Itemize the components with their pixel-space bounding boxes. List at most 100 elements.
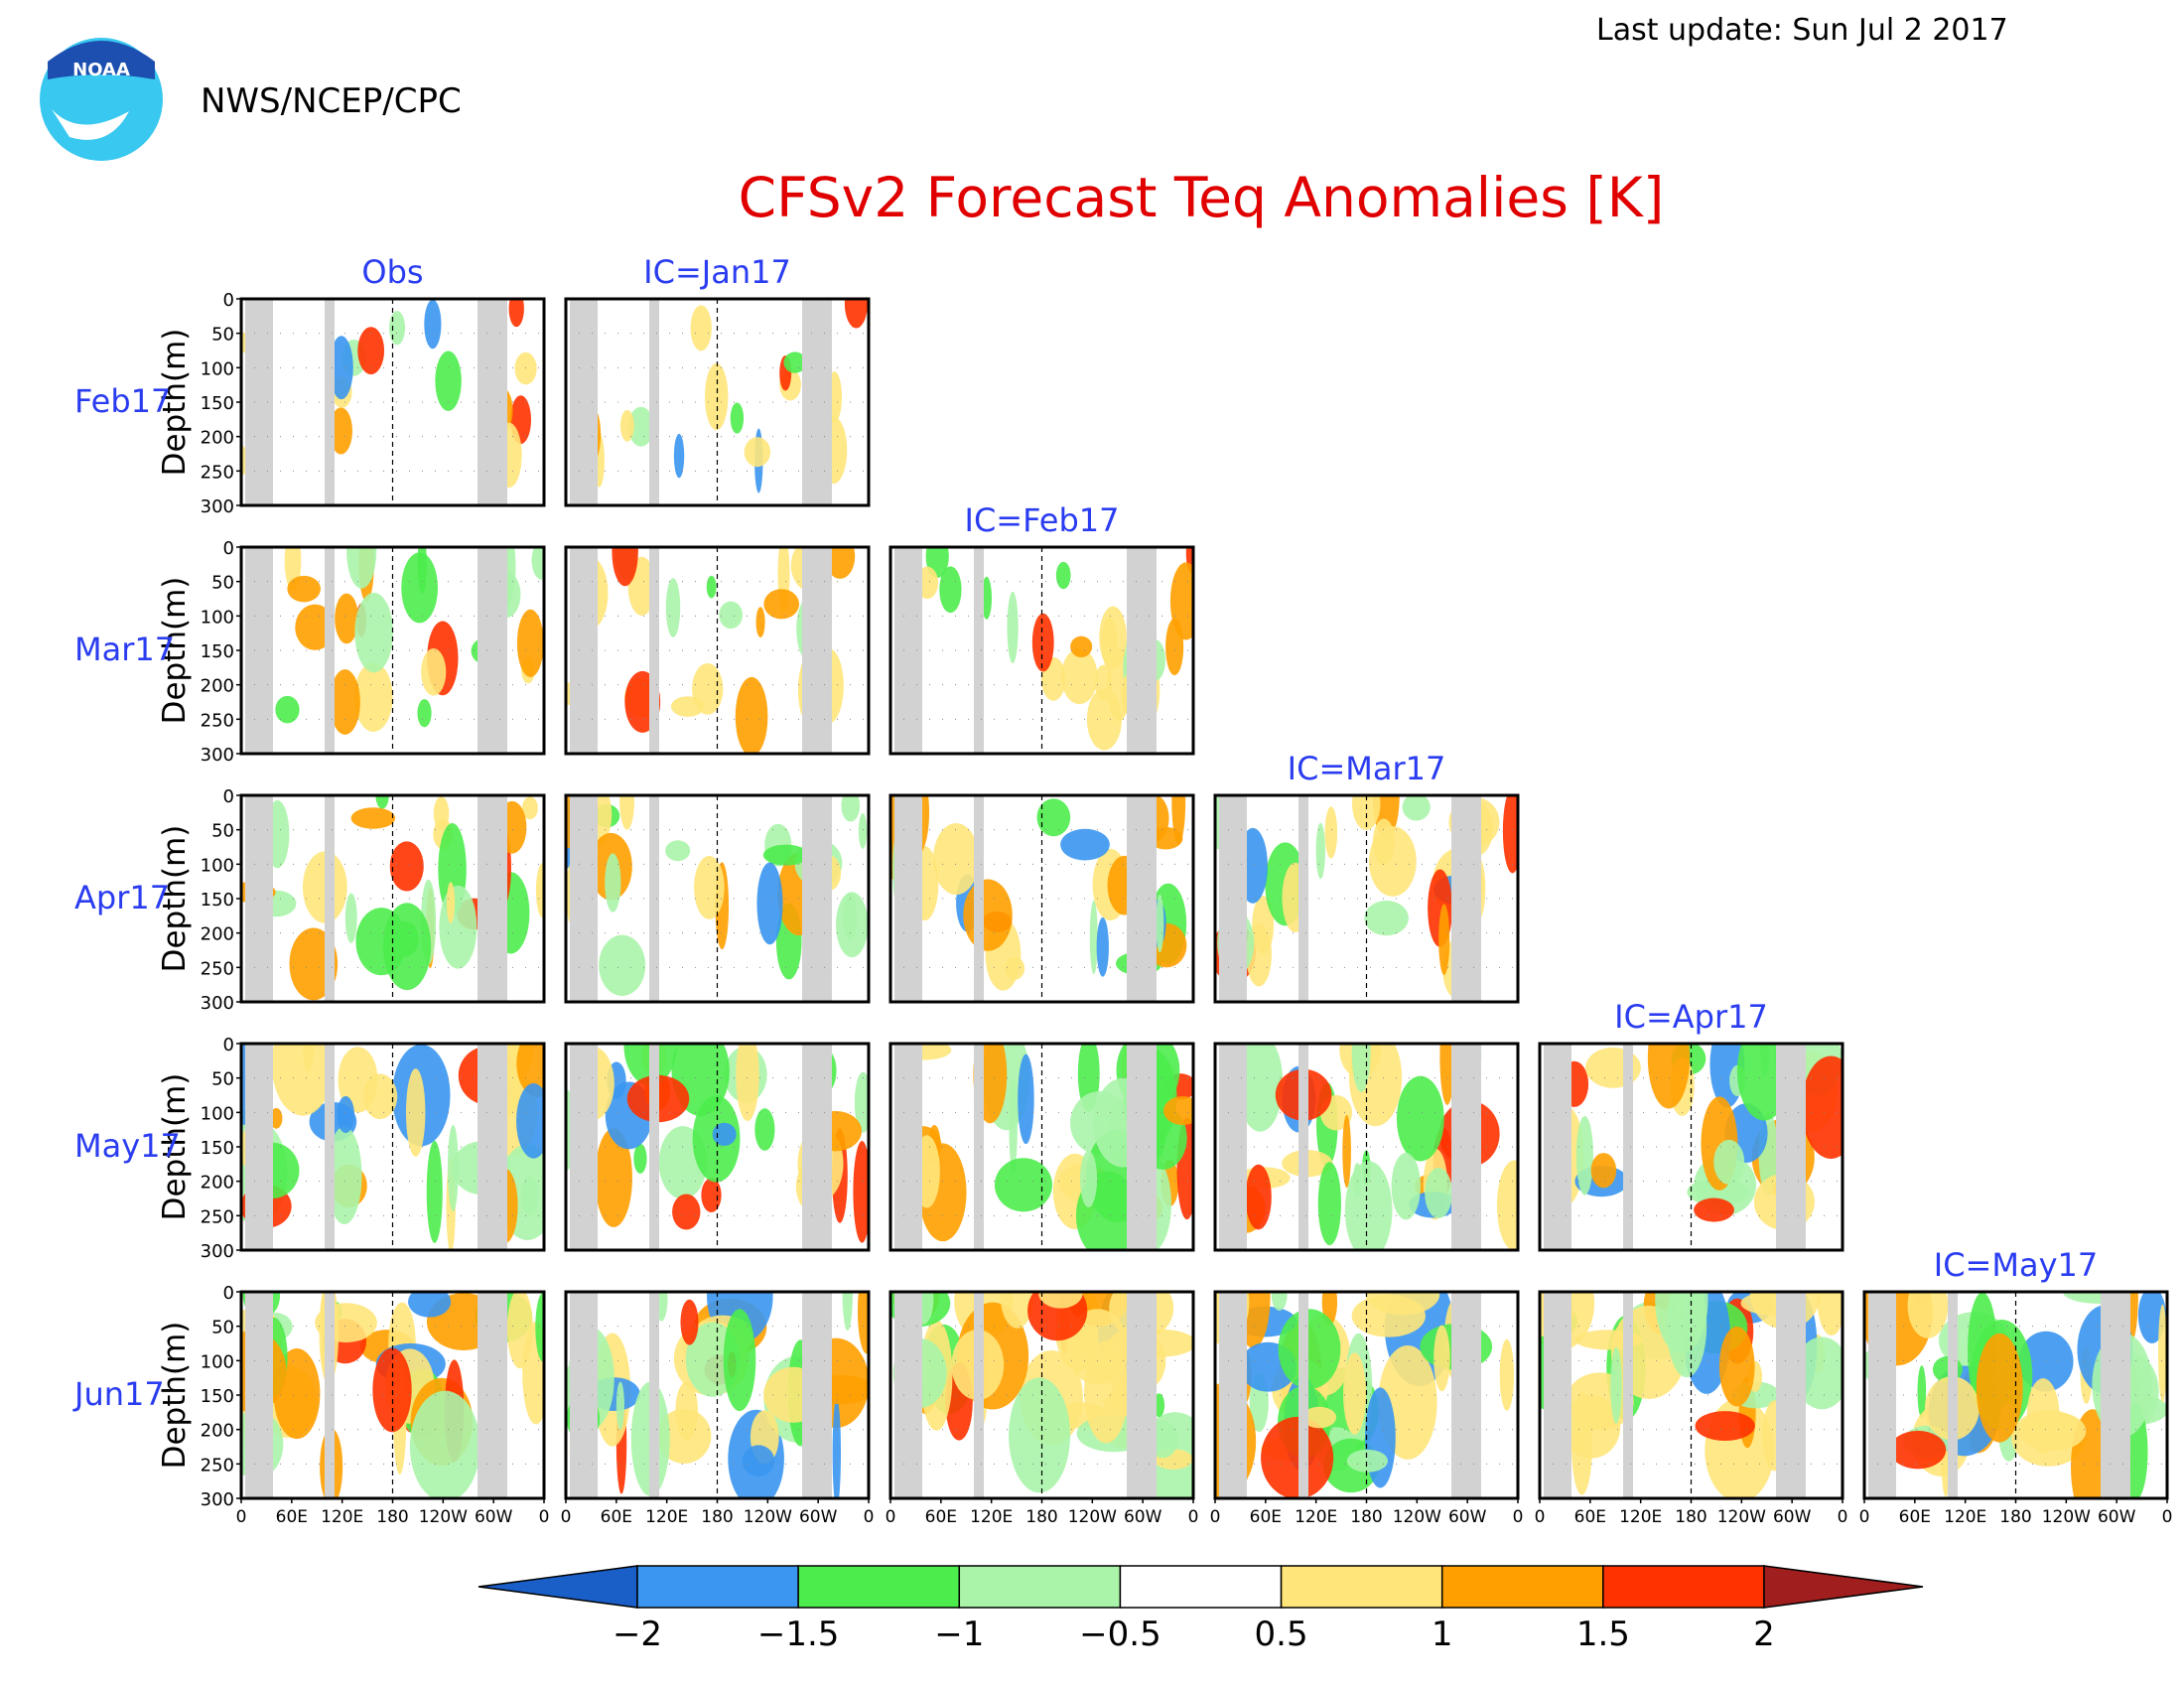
anomaly-contour	[1433, 1325, 1450, 1392]
anomaly-contour	[344, 893, 357, 943]
anomaly-contour	[516, 1044, 544, 1097]
anomaly-contour	[1346, 1449, 1389, 1473]
anomaly-contour	[1278, 1309, 1341, 1390]
anomaly-contour	[1372, 818, 1396, 866]
panel-frame	[1538, 1042, 1844, 1252]
y-tick-label: 200	[201, 1173, 234, 1194]
anomaly-contour	[858, 812, 868, 849]
x-tick-label: 120E	[645, 1507, 688, 1527]
anomaly-contour	[615, 1381, 624, 1430]
colorbar-swatch	[1280, 1565, 1443, 1609]
panel-frame	[564, 545, 871, 756]
anomaly-contour	[1156, 894, 1164, 953]
anomaly-contour	[1917, 1365, 1927, 1419]
anomaly-contour	[836, 892, 869, 958]
anomaly-contour	[1655, 1292, 1708, 1354]
anomaly-contour	[1976, 1333, 2023, 1443]
anomaly-contour	[672, 1194, 701, 1230]
depth-section-panel: 0 60E 120E 180 120W 60W 0	[886, 1290, 1198, 1527]
anomaly-contour	[372, 1347, 412, 1433]
x-tick-label: 120E	[1944, 1507, 1986, 1527]
anomaly-contour	[1009, 1076, 1018, 1173]
depth-section-panel: IC=Mar17	[1213, 750, 1520, 1004]
row-label: Feb17	[74, 382, 171, 420]
depth-section-panel	[564, 1042, 871, 1252]
land-mask	[1776, 1044, 1806, 1250]
land-mask	[974, 1044, 984, 1250]
x-tick-label: 0	[1535, 1507, 1546, 1527]
land-mask	[894, 1292, 922, 1498]
colorbar-label: 2	[1753, 1615, 1775, 1654]
anomaly-contour	[1391, 1152, 1421, 1220]
land-mask	[325, 795, 335, 1002]
land-mask	[570, 1044, 598, 1250]
anomaly-contour	[665, 840, 691, 862]
land-mask	[894, 547, 922, 754]
row-label: Mar17	[74, 631, 175, 668]
y-tick-label: 300	[201, 1241, 234, 1262]
anomaly-contour	[2157, 1304, 2167, 1403]
anomaly-contour	[1261, 1416, 1334, 1498]
y-tick-label: 150	[201, 1386, 234, 1407]
anomaly-contour	[744, 437, 771, 468]
anomaly-contour	[1169, 562, 1193, 640]
land-mask	[478, 795, 507, 1002]
x-tick-label: 180	[376, 1507, 408, 1527]
anomaly-contour	[1889, 1430, 1947, 1470]
land-mask	[1544, 1292, 1571, 1498]
x-tick-label: 120E	[1619, 1507, 1662, 1527]
panel-frame	[888, 1042, 1195, 1252]
anomaly-contour	[388, 311, 406, 346]
anomaly-contour	[763, 589, 800, 620]
land-mask	[570, 795, 598, 1002]
x-tick-label: 60W	[1448, 1507, 1487, 1527]
anomaly-contour	[1079, 1150, 1098, 1207]
x-tick-label: 120E	[1295, 1507, 1337, 1527]
x-tick-label: 0	[1513, 1507, 1524, 1527]
anomaly-contour	[1009, 1377, 1071, 1493]
anomaly-contour	[271, 1044, 335, 1116]
anomaly-contour	[1351, 1044, 1371, 1092]
colorbar-swatch	[1119, 1565, 1283, 1609]
land-mask	[649, 1292, 659, 1498]
y-tick-label: 250	[201, 710, 234, 731]
panel-frame	[1213, 1042, 1520, 1252]
anomaly-contour	[424, 299, 442, 350]
panel-frame	[564, 793, 871, 1004]
anomaly-contour	[1315, 822, 1325, 880]
y-tick-label: 100	[201, 1351, 234, 1372]
land-mask	[974, 795, 984, 1002]
x-tick-label: 60E	[601, 1507, 632, 1527]
anomaly-contour	[1351, 795, 1381, 830]
land-mask	[974, 1292, 984, 1498]
anomaly-contour	[1687, 1178, 1749, 1206]
anomaly-contour	[1301, 1406, 1337, 1429]
anomaly-contour	[633, 1143, 647, 1174]
anomaly-contour	[857, 1292, 869, 1354]
anomaly-contour	[595, 1128, 632, 1227]
y-tick-label: 300	[201, 993, 234, 1014]
anomaly-contour	[1439, 1044, 1455, 1105]
anomaly-contour	[327, 1126, 362, 1225]
anomaly-contour	[755, 607, 765, 637]
anomaly-contour	[619, 795, 634, 830]
depth-section-panel: IC=Apr17	[1538, 998, 1844, 1252]
land-mask	[1451, 1292, 1481, 1498]
land-mask	[245, 547, 273, 754]
anomaly-contour	[1695, 1411, 1755, 1442]
land-mask	[570, 299, 598, 505]
anomaly-contour	[353, 662, 393, 732]
y-tick-label: 200	[201, 676, 234, 697]
anomaly-contour	[362, 1073, 398, 1120]
column-label: IC=Feb17	[965, 501, 1120, 539]
anomaly-contour	[330, 669, 360, 735]
anomaly-contour	[1036, 798, 1071, 837]
anomaly-contour	[315, 1303, 377, 1343]
anomaly-contour	[447, 1124, 459, 1212]
land-mask	[245, 299, 273, 505]
anomaly-contour	[612, 547, 638, 587]
agency-label: NWS/NCEP/CPC	[201, 81, 462, 121]
anomaly-contour	[853, 1140, 869, 1243]
y-tick-label: 50	[211, 821, 234, 842]
anomaly-contour	[939, 566, 962, 614]
